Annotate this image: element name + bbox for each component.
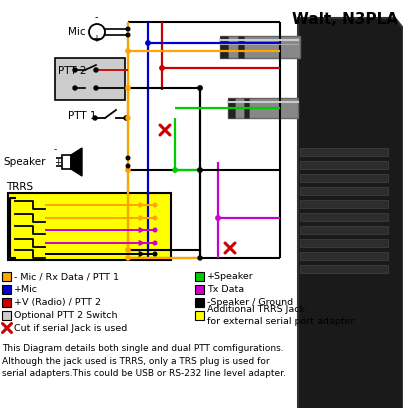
Bar xyxy=(300,200,388,208)
Bar xyxy=(220,36,228,58)
Bar xyxy=(300,265,388,273)
Circle shape xyxy=(126,49,130,53)
Text: TRRS: TRRS xyxy=(6,182,33,192)
Bar xyxy=(238,36,244,58)
Circle shape xyxy=(93,116,97,120)
Bar xyxy=(195,298,204,307)
Bar xyxy=(300,174,388,182)
Circle shape xyxy=(126,168,130,172)
Circle shape xyxy=(126,156,130,160)
Text: +V (Radio) / PTT 2: +V (Radio) / PTT 2 xyxy=(14,298,101,307)
Bar xyxy=(2,285,11,294)
Circle shape xyxy=(216,216,220,220)
Polygon shape xyxy=(71,148,82,176)
Text: -: - xyxy=(94,12,98,22)
Bar xyxy=(2,272,11,281)
Circle shape xyxy=(198,168,202,172)
Bar xyxy=(300,148,388,156)
Circle shape xyxy=(153,252,157,256)
Text: +: + xyxy=(54,158,62,167)
Text: +Speaker: +Speaker xyxy=(207,272,254,281)
Bar xyxy=(300,239,388,247)
Circle shape xyxy=(124,116,128,120)
Circle shape xyxy=(153,216,157,220)
Text: Speaker: Speaker xyxy=(3,157,46,167)
Circle shape xyxy=(73,68,77,72)
Text: This Diagram details both single and dual PTT comfigurations.
Although the jack : This Diagram details both single and dua… xyxy=(2,344,286,378)
Text: -Speaker / Ground: -Speaker / Ground xyxy=(207,298,293,307)
Text: Tx Data: Tx Data xyxy=(207,285,244,294)
Text: +: + xyxy=(92,34,100,44)
Circle shape xyxy=(153,203,157,207)
Bar xyxy=(228,98,298,118)
Circle shape xyxy=(153,228,157,232)
Text: Additional TRRS Jack
for external serial port adapter.: Additional TRRS Jack for external serial… xyxy=(207,306,357,326)
Text: Optional PTT 2 Switch: Optional PTT 2 Switch xyxy=(14,311,118,320)
Bar xyxy=(300,226,388,234)
Circle shape xyxy=(160,66,164,70)
Circle shape xyxy=(126,27,130,31)
Circle shape xyxy=(126,116,130,120)
Bar xyxy=(2,298,11,307)
Circle shape xyxy=(126,256,130,260)
Circle shape xyxy=(146,41,150,45)
Circle shape xyxy=(153,241,157,245)
Bar xyxy=(300,252,388,260)
Bar xyxy=(300,213,388,221)
Circle shape xyxy=(94,86,98,90)
Text: Mic: Mic xyxy=(68,27,85,37)
Bar xyxy=(2,311,11,320)
Circle shape xyxy=(94,68,98,72)
Circle shape xyxy=(198,86,202,90)
Bar xyxy=(220,36,300,58)
Bar xyxy=(244,98,249,118)
Circle shape xyxy=(73,86,77,90)
Text: -: - xyxy=(54,145,57,154)
Bar xyxy=(300,187,388,195)
Circle shape xyxy=(126,86,130,90)
Text: - Mic / Rx Data / PTT 1: - Mic / Rx Data / PTT 1 xyxy=(14,272,119,281)
Bar xyxy=(195,285,204,294)
Bar xyxy=(195,311,204,320)
Polygon shape xyxy=(298,18,403,408)
Text: +Mic: +Mic xyxy=(14,285,38,294)
Bar xyxy=(62,155,71,169)
Circle shape xyxy=(126,164,130,168)
Bar xyxy=(55,58,125,100)
Bar xyxy=(195,272,204,281)
Circle shape xyxy=(126,33,130,37)
Text: PTT 1: PTT 1 xyxy=(68,111,96,121)
Text: PTT 2: PTT 2 xyxy=(58,66,87,76)
Circle shape xyxy=(198,256,202,260)
Bar xyxy=(228,98,235,118)
Text: Cut if serial Jack is used: Cut if serial Jack is used xyxy=(14,324,127,333)
Circle shape xyxy=(126,248,130,252)
Bar xyxy=(300,161,388,169)
Text: Walt, N3PLA: Walt, N3PLA xyxy=(292,12,398,27)
Bar xyxy=(8,193,171,260)
Circle shape xyxy=(173,168,177,172)
